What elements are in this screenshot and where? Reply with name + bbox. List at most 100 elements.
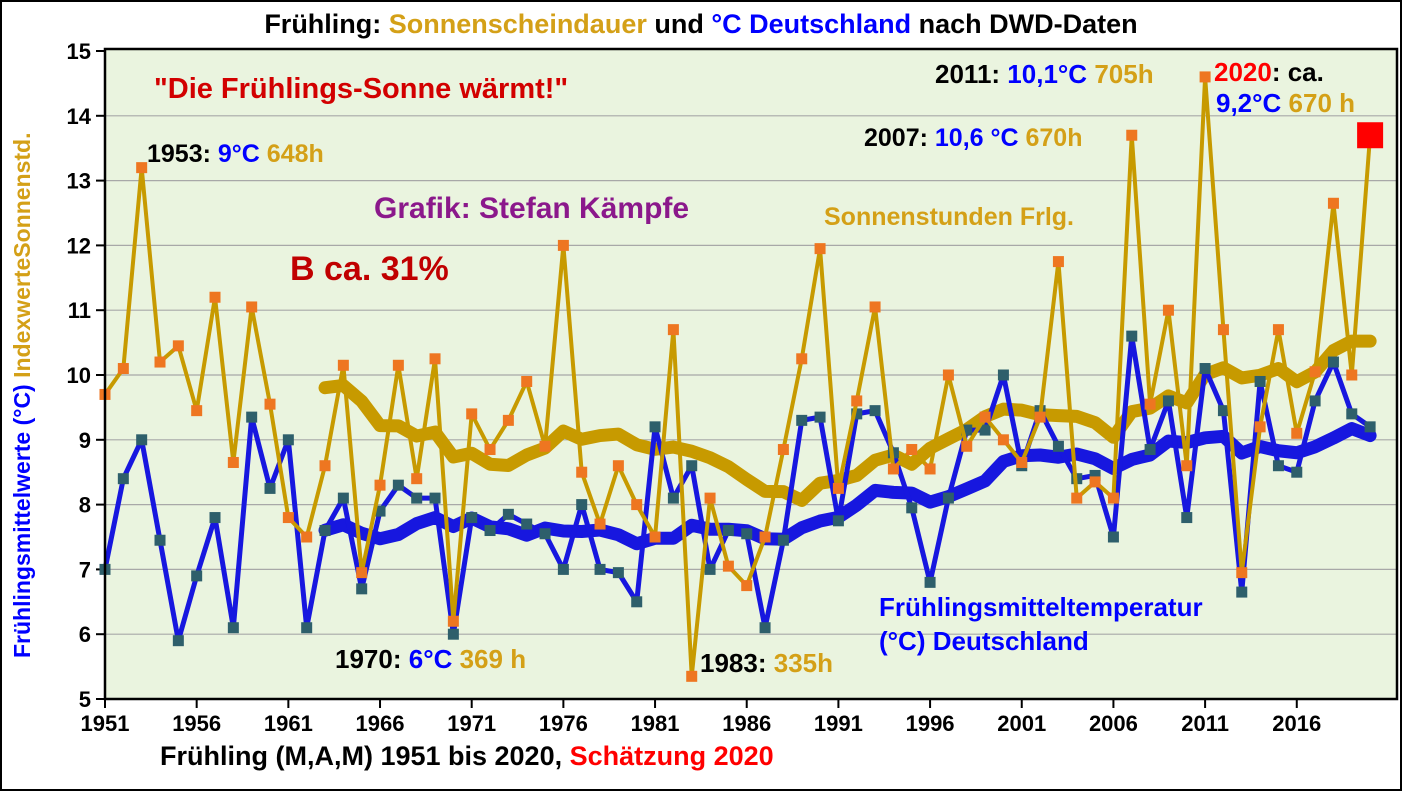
annotation-1953: 1953: 9°C 648h [147,141,324,167]
sunshine-marker [1346,369,1358,381]
y-tick-label: 12 [67,233,91,258]
sunshine-marker [502,414,514,426]
sunshine-marker [796,353,808,365]
temperature-marker [1254,375,1266,387]
sunshine-marker [1034,411,1046,423]
sunshine-marker [246,301,258,313]
sunshine-marker [191,405,203,417]
sunshine-marker [1309,366,1321,378]
sunshine-marker [1291,427,1303,439]
temperature-marker [1364,421,1376,433]
text-part: 705h [1094,59,1154,89]
temperature-marker [1107,531,1119,543]
sunshine-marker [1217,324,1229,336]
text-part: Grafik: Stefan Kämpfe [374,192,690,225]
temperature-marker [356,583,368,595]
x-tick-label: 2006 [1089,711,1138,736]
temperature-marker [521,518,533,530]
temperature-marker [1346,408,1358,420]
temperature-marker [411,492,423,504]
text-part: und [646,9,712,39]
text-part: (°C) Deutschland [879,626,1089,656]
temperature-marker [704,563,716,575]
y-tick-label: 11 [68,298,91,323]
text-part: Frühlingsmitteltemperatur [879,592,1203,622]
temperature-marker [1089,469,1101,481]
temperature-marker [1126,330,1138,342]
text-part: 335h [773,648,833,678]
text-part: Frühling (M,A,M) 1951 bis 2020, [160,741,570,771]
temperature-marker [264,482,276,494]
temperature-marker [1217,405,1229,417]
sunshine-marker [942,369,954,381]
sunshine-marker [649,531,661,543]
temperature-marker [374,505,386,517]
y-tick-label: 9 [79,428,91,453]
temperature-marker [154,534,166,546]
sunshine-marker [557,239,569,251]
sunshine-marker [594,518,606,530]
text-part: Frühlingsmittelwerte (°C) [9,377,35,658]
temperature-marker [631,596,643,608]
text-part: : ca. [1271,57,1324,87]
y-tick-label: 14 [67,104,92,129]
sunshine-marker [576,466,588,478]
temperature-marker [722,525,734,537]
temperature-marker [612,567,624,579]
sunshine-marker [117,363,129,375]
sunshine-marker [521,375,533,387]
sunshine-marker [741,580,753,592]
temperature-marker [246,411,258,423]
temperature-marker [814,411,826,423]
x-tick-label: 2016 [1272,711,1321,736]
x-tick-label: 1971 [447,711,496,736]
sunshine-marker [686,670,698,682]
text-part: 2007: [864,124,935,152]
x-tick-label: 1976 [539,711,588,736]
sunshine-marker [1162,304,1174,316]
x-tick-label: 1986 [722,711,771,736]
estimate-2020-marker [1357,122,1384,149]
temperature-marker [1236,586,1248,598]
temperature-marker [649,421,661,433]
y-tick-label: 5 [79,687,91,712]
text-part: IndexwerteSonnenstd. [9,132,35,378]
annotation-quote: "Die Frühlings-Sonne wärmt!" [154,74,568,104]
text-part: 9°C [217,140,267,168]
temperature-marker [502,508,514,520]
sunshine-marker [1272,324,1284,336]
sunshine-marker [759,531,771,543]
temperature-marker [227,622,239,634]
temperature-line [102,333,1372,644]
x-tick-label: 1981 [631,711,680,736]
sunshine-marker [704,492,716,504]
sunshine-marker [1181,460,1193,472]
sunshine-marker [154,356,166,368]
temperature-marker [979,424,991,436]
y-tick-label: 8 [79,493,91,518]
annotation-2011: 2011: 10,1°C 705h [935,59,1154,89]
temperature-marker [1309,395,1321,407]
temperature-marker [172,635,184,647]
temperature-marker [1272,460,1284,472]
text-part: 670 h [1288,88,1356,118]
temperature-marker [796,414,808,426]
x-tick-label: 1961 [264,711,313,736]
x-tick-label: 1996 [906,711,955,736]
page-title: Frühling: Sonnenscheindauer und °C Deuts… [2,10,1400,38]
temperature-marker [466,512,478,524]
annotation-author: Grafik: Stefan Kämpfe [374,193,689,225]
text-part: nach DWD-Daten [911,9,1138,39]
temperature-marker [869,405,881,417]
sunshine-marker [1089,476,1101,488]
sunshine-marker [484,444,496,456]
temperature-marker [301,622,313,634]
legend-temperature-series-line1: Frühlingsmitteltemperatur [879,592,1203,622]
temperature-marker [759,622,771,634]
text-part: 369 h [459,644,527,674]
x-tick-label: 1966 [356,711,405,736]
sunshine-marker [1052,256,1064,268]
temperature-marker [484,525,496,537]
text-part: Schätzung 2020 [569,741,774,771]
sunshine-marker [612,460,624,472]
